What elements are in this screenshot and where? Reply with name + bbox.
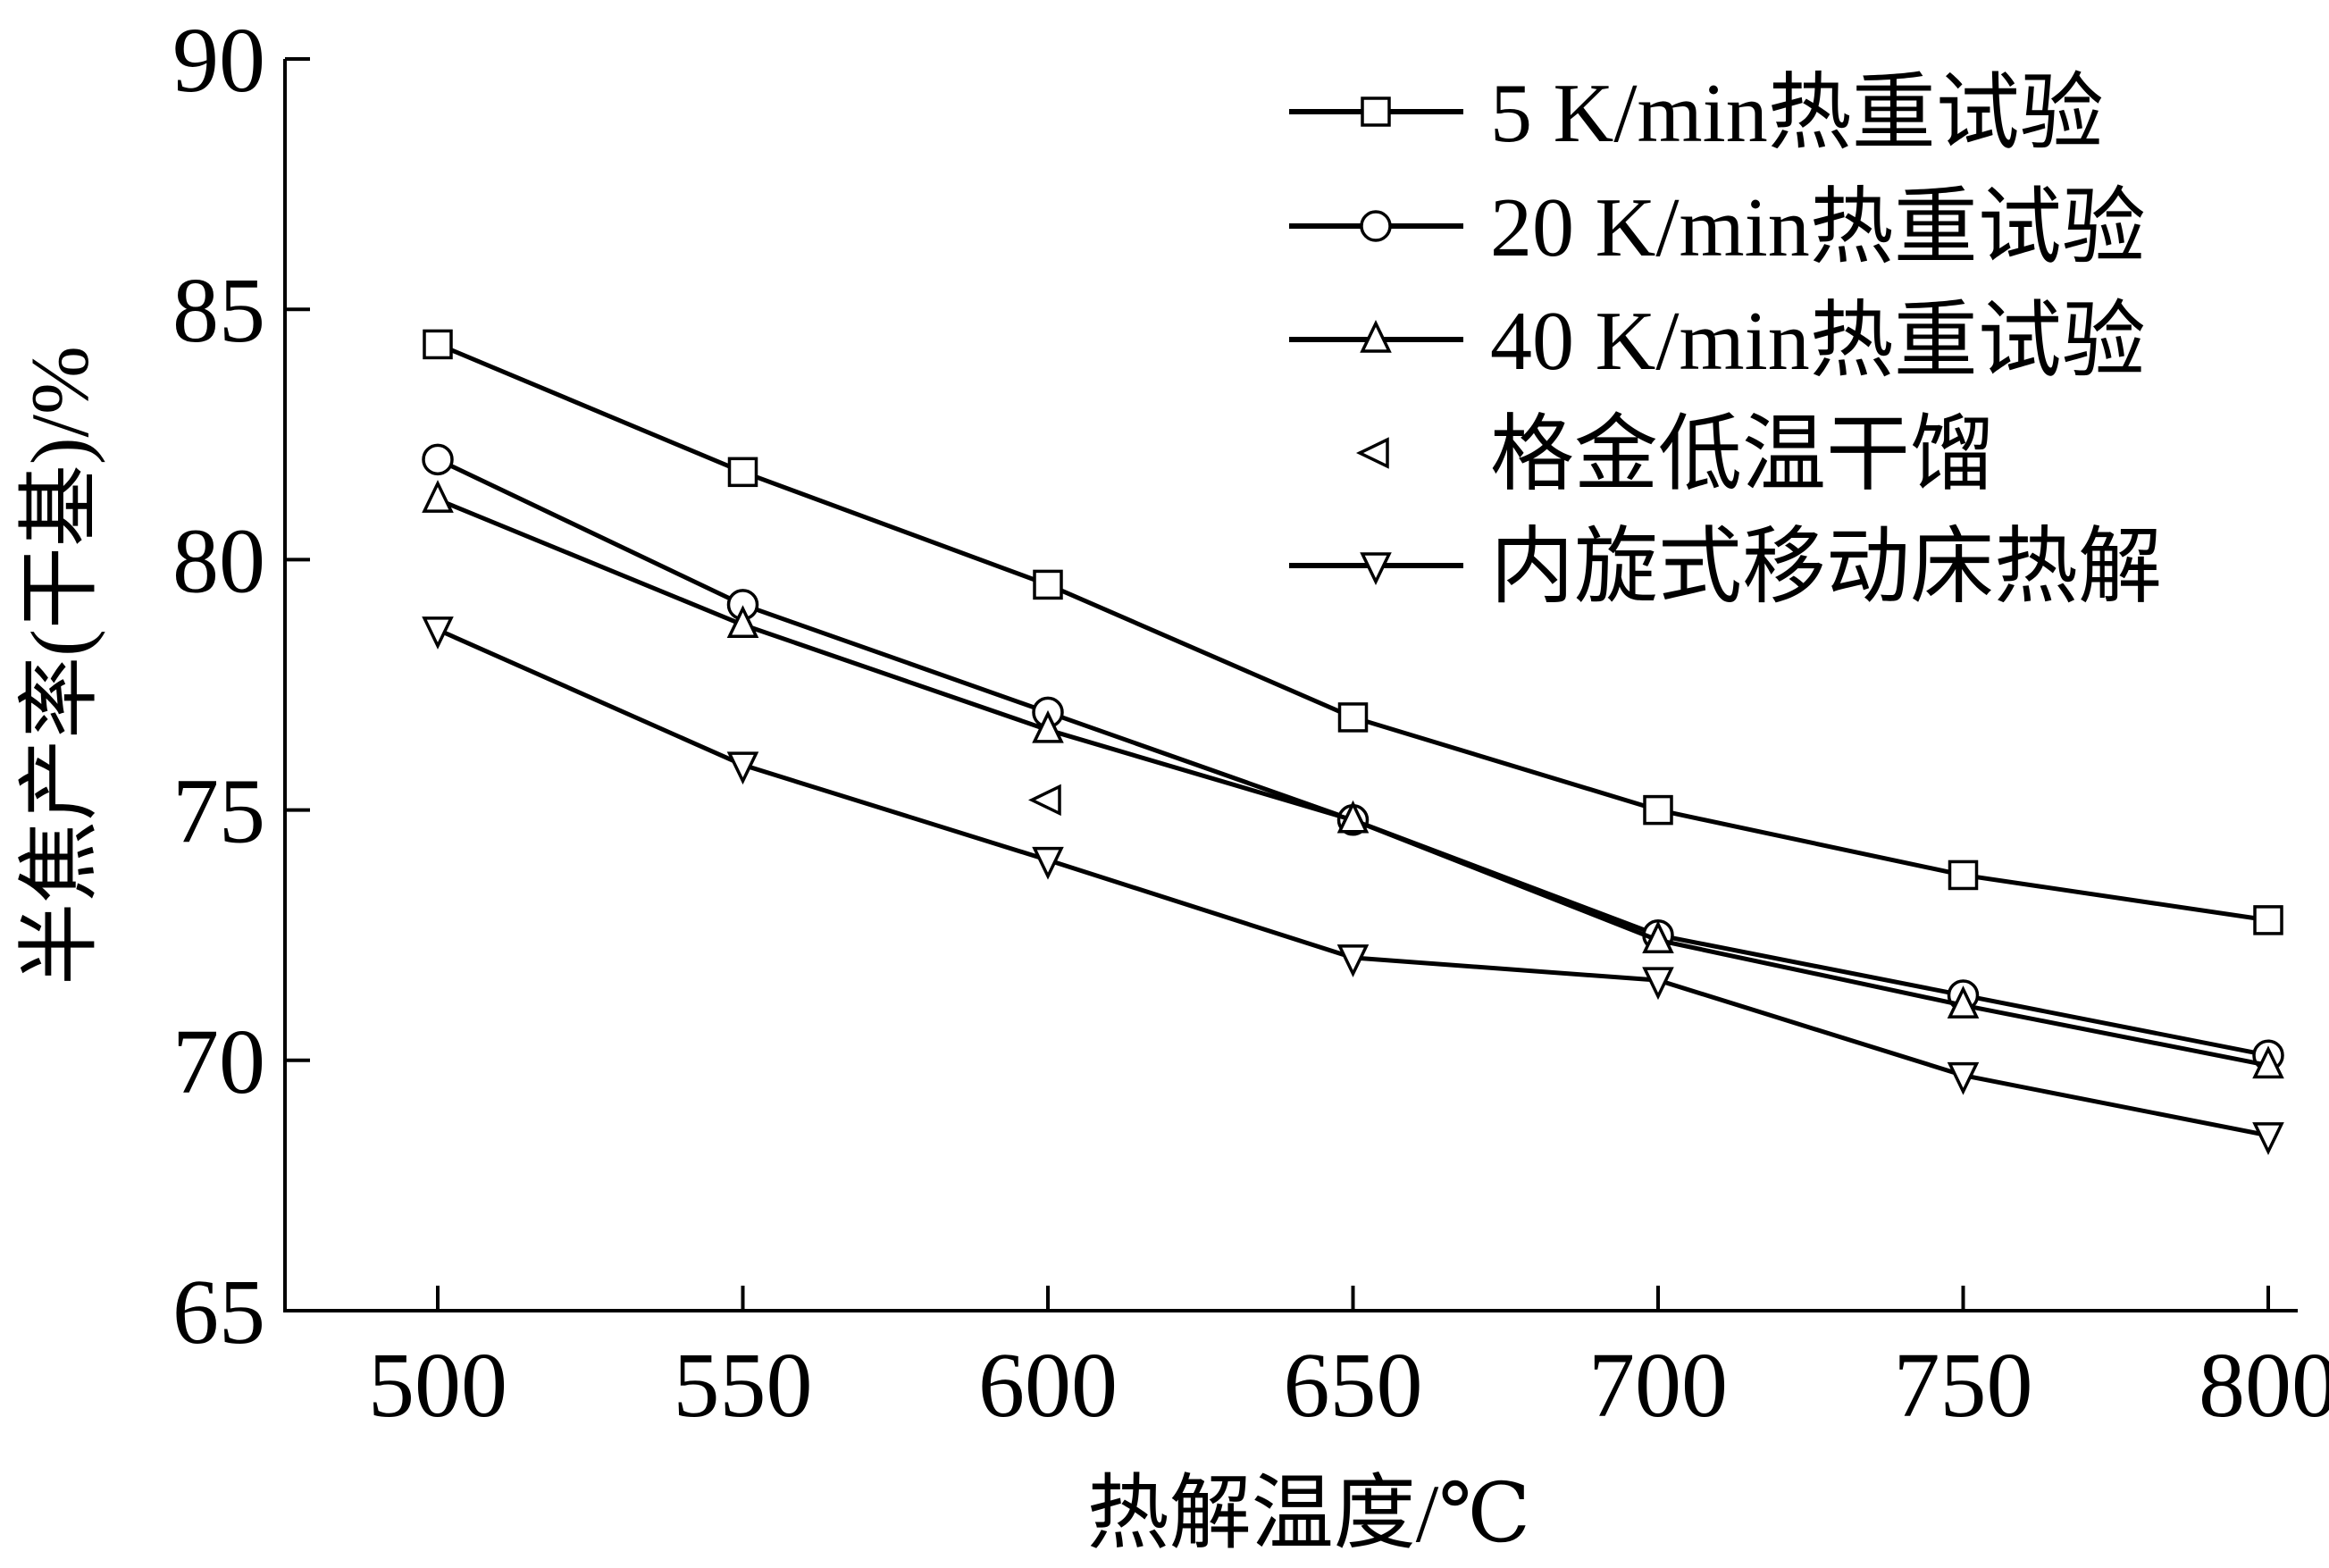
x-tick-label: 600 [978,1334,1118,1437]
triangle-down-marker [1360,552,1392,586]
triangle-up-marker [2252,1045,2284,1079]
x-tick-label: 500 [368,1334,507,1437]
legend: 5 K/min热重试验 20 K/min热重试验 40 K/min热重试验格金低温干… [1289,67,2162,614]
square-marker [727,457,758,488]
legend-item: 格金低温干馏 [1355,408,1994,501]
triangle-left-marker [1027,784,1061,817]
y-tick-label: 65 [172,1261,265,1363]
legend-label: 40 K/min热重试验 [1490,295,2146,388]
square-marker [1033,569,1063,600]
y-tick-label: 90 [172,9,265,112]
triangle-down-marker [422,616,454,650]
circle-marker [422,443,454,476]
square-marker [423,329,453,360]
x-tick-label: 750 [1894,1334,2033,1437]
x-tick-label: 650 [1284,1334,1423,1437]
legend-label: 内旋式移动床热解 [1490,521,2162,614]
legend-item: 40 K/min热重试验 [1289,295,2146,388]
series-group [422,329,2284,1155]
legend-label: 20 K/min热重试验 [1490,181,2146,274]
series-3 [422,480,2284,1079]
square-marker [2253,905,2283,935]
x-tick-label: 700 [1588,1334,1728,1437]
triangle-down-marker [1032,846,1064,880]
triangle-down-marker [1336,944,1370,977]
triangle-down-marker [2252,1122,2284,1155]
y-tick-label: 85 [172,259,265,362]
triangle-up-marker [1336,800,1370,834]
triangle-up-marker [422,480,454,513]
legend-label: 格金低温干馏 [1490,408,1994,501]
series-4 [1027,784,1061,817]
series-5 [422,616,2284,1155]
y-tick-label: 80 [172,509,265,612]
triangle-up-marker [1947,985,1980,1019]
triangle-left-marker [1355,437,1389,469]
triangle-down-marker [726,751,759,785]
legend-item: 内旋式移动床热解 [1289,521,2162,614]
y-tick-label: 70 [172,1010,265,1113]
triangle-down-marker [1947,1061,1980,1095]
legend-item: 5 K/min热重试验 [1289,67,2104,160]
square-marker [1337,702,1369,733]
square-marker [1361,96,1391,127]
triangle-up-marker [1360,319,1392,353]
x-tick-label: 550 [674,1334,813,1437]
square-marker [1948,859,1979,891]
circle-marker [1360,210,1392,242]
square-marker [1643,794,1673,826]
y-tick-label: 75 [172,760,265,863]
series-1 [423,329,2283,935]
triangle-up-marker [726,605,759,639]
axes: 65 70 75 80 85 90 500 550 600 650 700 750 800 [172,9,2329,1437]
triangle-up-marker [1032,709,1064,743]
triangle-up-marker [1642,920,1674,954]
x-tick-label: 800 [2199,1334,2329,1437]
x-axis-label: 热解温度/℃ [1087,1468,1530,1559]
legend-item: 20 K/min热重试验 [1289,181,2146,274]
triangle-down-marker [1642,967,1674,1001]
y-axis-label: 半焦产率(干基)/% [14,346,105,985]
legend-label: 5 K/min热重试验 [1490,67,2104,160]
